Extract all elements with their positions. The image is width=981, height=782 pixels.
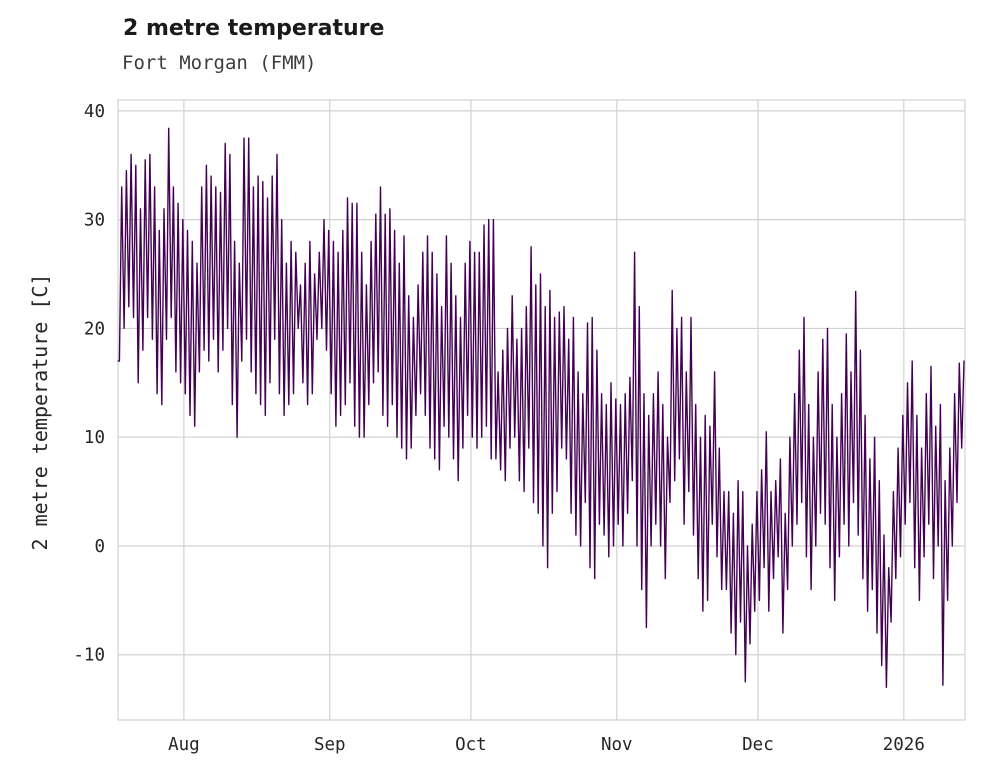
x-tick-label: Dec bbox=[742, 735, 774, 755]
x-tick-label: Nov bbox=[601, 735, 633, 755]
y-tick-label: 20 bbox=[84, 319, 105, 339]
x-tick-label: 2026 bbox=[883, 735, 925, 755]
x-tick-label: Aug bbox=[168, 735, 200, 755]
temperature-line bbox=[117, 127, 965, 689]
chart-title: 2 metre temperature bbox=[123, 16, 385, 41]
y-tick-label: 10 bbox=[84, 428, 105, 448]
y-tick-label: 30 bbox=[84, 211, 105, 231]
y-axis-label: 2 metre temperature [C] bbox=[28, 273, 52, 551]
y-tick-label: 40 bbox=[84, 102, 105, 122]
chart-subtitle: Fort Morgan (FMM) bbox=[122, 52, 317, 74]
y-tick-label: 0 bbox=[94, 537, 105, 557]
y-tick-label: -10 bbox=[73, 646, 105, 666]
x-tick-label: Sep bbox=[314, 735, 346, 755]
x-tick-label: Oct bbox=[455, 735, 487, 755]
